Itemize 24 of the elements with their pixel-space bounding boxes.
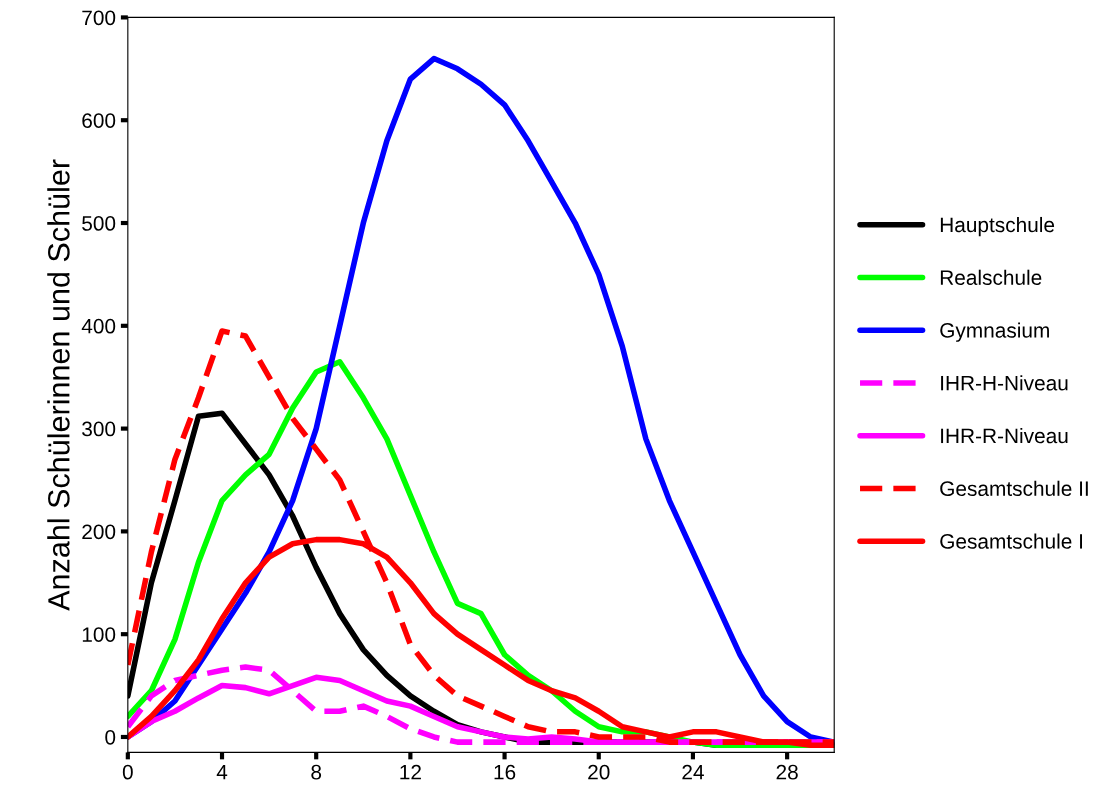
legend-label: Hauptschule xyxy=(940,216,1055,237)
y-tick-label: 300 xyxy=(82,421,116,437)
y-tick-label: 100 xyxy=(82,627,116,642)
x-tick-label: 24 xyxy=(682,764,704,780)
x-tick-label: 16 xyxy=(494,764,516,780)
y-tick-label: 700 xyxy=(82,10,116,26)
y-tick-label: 500 xyxy=(82,216,116,231)
legend-label: IHR-H-Niveau xyxy=(941,375,1068,391)
x-tick-label: 28 xyxy=(776,764,798,780)
legend-label: Realschule xyxy=(940,269,1042,285)
y-tick-label: 0 xyxy=(105,729,116,745)
x-tick-label: 12 xyxy=(400,764,421,780)
x-tick-label: 0 xyxy=(122,764,133,780)
x-tick-label: 8 xyxy=(311,764,322,780)
legend-label: Gesamtschule II xyxy=(940,480,1088,497)
x-tick-label: 4 xyxy=(216,764,228,780)
legend-label: Gesamtschule I xyxy=(940,533,1083,549)
legend-label: Gymnasium xyxy=(940,322,1049,342)
y-tick-label: 400 xyxy=(81,318,116,334)
y-tick-label: 200 xyxy=(82,524,116,540)
x-tick-label: 20 xyxy=(588,764,610,780)
legend-label: IHR-R-Niveau xyxy=(941,427,1068,444)
y-tick-label: 600 xyxy=(82,113,116,128)
y-axis-title: Anzahl Schülerinnen und Schüler xyxy=(47,159,70,611)
